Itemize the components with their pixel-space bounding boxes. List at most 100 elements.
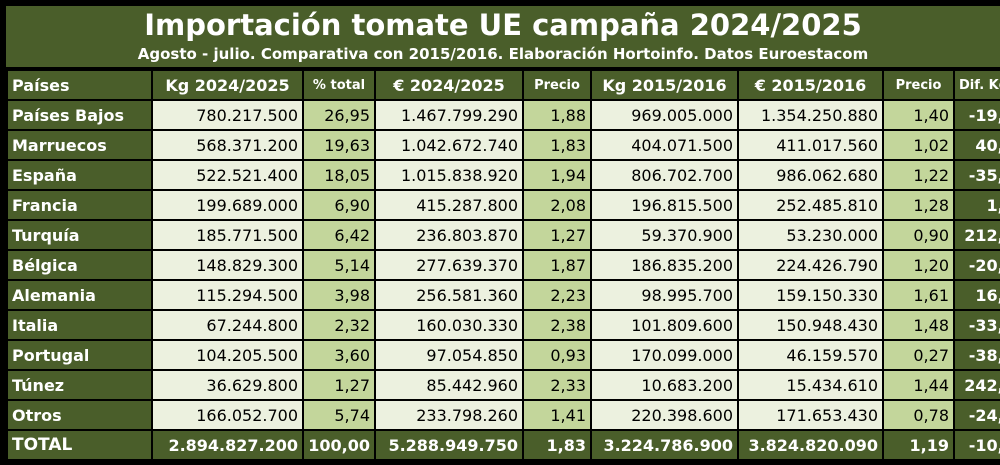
cell-country: Alemania — [8, 281, 151, 309]
cell-dif-kg: 16,46 — [955, 281, 1000, 309]
cell-eur-2015: 53.230.000 — [739, 221, 882, 249]
cell-precio-2015: 1,61 — [884, 281, 953, 309]
cell-precio-2015: 1,02 — [884, 131, 953, 159]
cell-country: Francia — [8, 191, 151, 219]
cell-precio-2015: 0,90 — [884, 221, 953, 249]
cell-dif-kg: -33,95 — [955, 311, 1000, 339]
cell-pct-total: 5,74 — [304, 401, 374, 429]
cell-country: Túnez — [8, 371, 151, 399]
cell-eur-2024: 1.042.672.740 — [376, 131, 522, 159]
cell-eur-2024: 277.639.370 — [376, 251, 522, 279]
table-header-block: Importación tomate UE campaña 2024/2025 … — [6, 6, 1000, 67]
table-row: España 522.521.400 18,05 1.015.838.920 1,94 8… — [8, 161, 1000, 189]
total-cell-eur-2015: 3.824.820.090 — [739, 431, 882, 459]
cell-kg-2024: 522.521.400 — [153, 161, 302, 189]
cell-eur-2015: 224.426.790 — [739, 251, 882, 279]
cell-dif-kg: 1,46 — [955, 191, 1000, 219]
cell-precio-2024: 0,93 — [524, 341, 590, 369]
cell-country: Turquía — [8, 221, 151, 249]
cell-eur-2015: 150.948.430 — [739, 311, 882, 339]
total-cell-country: TOTAL — [8, 431, 151, 459]
cell-kg-2015: 186.835.200 — [592, 251, 737, 279]
cell-pct-total: 18,05 — [304, 161, 374, 189]
cell-country: España — [8, 161, 151, 189]
cell-dif-kg: -19,48 — [955, 101, 1000, 129]
cell-kg-2015: 59.370.900 — [592, 221, 737, 249]
table-row: Bélgica 148.829.300 5,14 277.639.370 1,87 186… — [8, 251, 1000, 279]
total-cell-kg-2024: 2.894.827.200 — [153, 431, 302, 459]
cell-precio-2024: 1,27 — [524, 221, 590, 249]
cell-kg-2024: 780.217.500 — [153, 101, 302, 129]
cell-kg-2015: 969.005.000 — [592, 101, 737, 129]
cell-eur-2024: 233.798.260 — [376, 401, 522, 429]
cell-precio-2015: 1,20 — [884, 251, 953, 279]
col-header-dif-kg: Dif. Kg. % — [955, 71, 1000, 99]
cell-pct-total: 19,63 — [304, 131, 374, 159]
cell-country: Italia — [8, 311, 151, 339]
col-header-eur-2024: € 2024/2025 — [376, 71, 522, 99]
cell-kg-2015: 10.683.200 — [592, 371, 737, 399]
cell-eur-2015: 411.017.560 — [739, 131, 882, 159]
cell-dif-kg: 212,90 — [955, 221, 1000, 249]
cell-dif-kg: -38,74 — [955, 341, 1000, 369]
cell-country: Otros — [8, 401, 151, 429]
total-cell-precio-2024: 1,83 — [524, 431, 590, 459]
col-header-kg-2024: Kg 2024/2025 — [153, 71, 302, 99]
col-header-precio-2024: Precio — [524, 71, 590, 99]
table-row: Francia 199.689.000 6,90 415.287.800 2,08 196… — [8, 191, 1000, 219]
cell-pct-total: 6,42 — [304, 221, 374, 249]
total-cell-dif-kg: -10,23 — [955, 431, 1000, 459]
cell-precio-2015: 1,28 — [884, 191, 953, 219]
table-row: Marruecos 568.371.200 19,63 1.042.672.740 1,… — [8, 131, 1000, 159]
cell-eur-2015: 986.062.680 — [739, 161, 882, 189]
cell-dif-kg: 40,66 — [955, 131, 1000, 159]
cell-kg-2024: 36.629.800 — [153, 371, 302, 399]
total-cell-pct-total: 100,00 — [304, 431, 374, 459]
col-header-paises: Países — [8, 71, 151, 99]
cell-kg-2015: 170.099.000 — [592, 341, 737, 369]
cell-pct-total: 26,95 — [304, 101, 374, 129]
cell-pct-total: 1,27 — [304, 371, 374, 399]
cell-kg-2015: 196.815.500 — [592, 191, 737, 219]
table-row: Otros 166.052.700 5,74 233.798.260 1,41 220.3… — [8, 401, 1000, 429]
cell-precio-2024: 2,38 — [524, 311, 590, 339]
total-cell-precio-2015: 1,19 — [884, 431, 953, 459]
cell-precio-2024: 1,88 — [524, 101, 590, 129]
cell-eur-2015: 1.354.250.880 — [739, 101, 882, 129]
table-row: Túnez 36.629.800 1,27 85.442.960 2,33 10.683.… — [8, 371, 1000, 399]
cell-eur-2015: 15.434.610 — [739, 371, 882, 399]
cell-pct-total: 5,14 — [304, 251, 374, 279]
cell-precio-2024: 2,23 — [524, 281, 590, 309]
cell-eur-2024: 1.467.799.290 — [376, 101, 522, 129]
cell-kg-2024: 185.771.500 — [153, 221, 302, 249]
table-body: Países Bajos 780.217.500 26,95 1.467.799.29… — [8, 101, 1000, 459]
cell-dif-kg: 242,87 — [955, 371, 1000, 399]
cell-pct-total: 3,98 — [304, 281, 374, 309]
cell-pct-total: 6,90 — [304, 191, 374, 219]
col-header-pct-total: % total — [304, 71, 374, 99]
cell-kg-2015: 98.995.700 — [592, 281, 737, 309]
cell-precio-2024: 1,94 — [524, 161, 590, 189]
cell-kg-2024: 166.052.700 — [153, 401, 302, 429]
col-header-precio-2015: Precio — [884, 71, 953, 99]
cell-eur-2024: 97.054.850 — [376, 341, 522, 369]
cell-eur-2015: 46.159.570 — [739, 341, 882, 369]
cell-eur-2024: 85.442.960 — [376, 371, 522, 399]
table-row: Portugal 104.205.500 3,60 97.054.850 0,93 170… — [8, 341, 1000, 369]
cell-kg-2024: 148.829.300 — [153, 251, 302, 279]
cell-pct-total: 2,32 — [304, 311, 374, 339]
cell-precio-2015: 1,44 — [884, 371, 953, 399]
table-row: Alemania 115.294.500 3,98 256.581.360 2,23 98… — [8, 281, 1000, 309]
cell-kg-2024: 568.371.200 — [153, 131, 302, 159]
cell-kg-2024: 67.244.800 — [153, 311, 302, 339]
cell-eur-2024: 256.581.360 — [376, 281, 522, 309]
total-cell-kg-2015: 3.224.786.900 — [592, 431, 737, 459]
cell-precio-2024: 1,83 — [524, 131, 590, 159]
cell-precio-2015: 0,27 — [884, 341, 953, 369]
chart-title: Importación tomate UE campaña 2024/2025 — [144, 8, 862, 42]
cell-eur-2015: 252.485.810 — [739, 191, 882, 219]
cell-precio-2024: 1,41 — [524, 401, 590, 429]
col-header-kg-2015: Kg 2015/2016 — [592, 71, 737, 99]
cell-eur-2024: 160.030.330 — [376, 311, 522, 339]
cell-kg-2015: 404.071.500 — [592, 131, 737, 159]
